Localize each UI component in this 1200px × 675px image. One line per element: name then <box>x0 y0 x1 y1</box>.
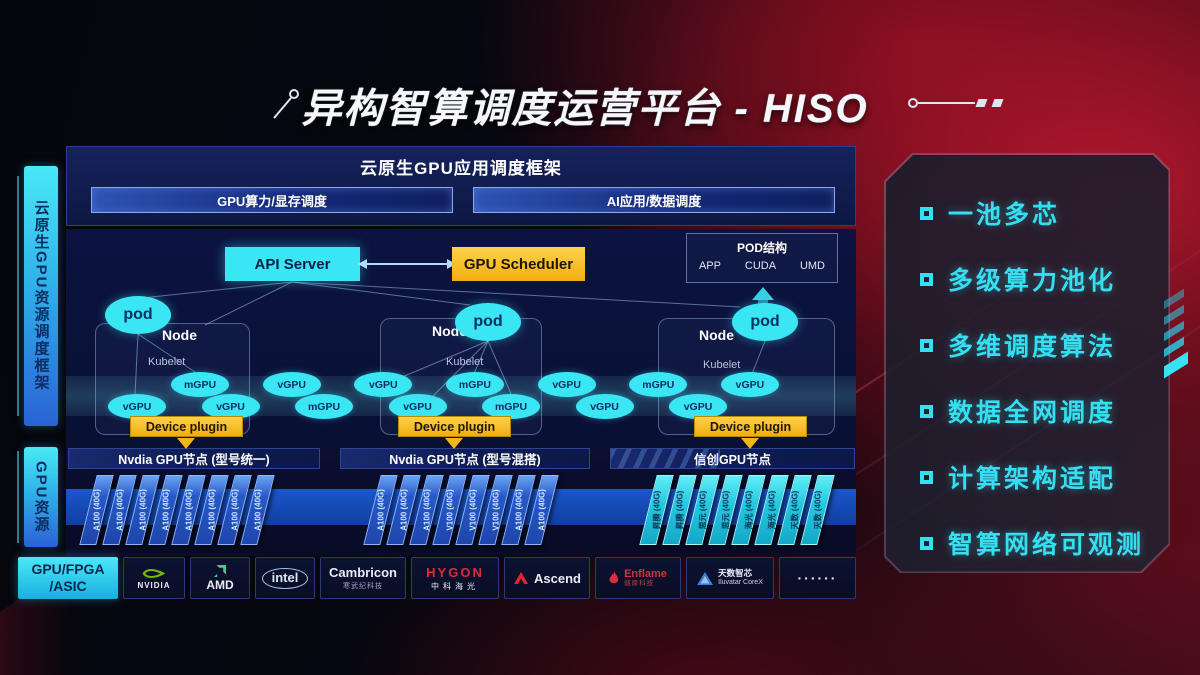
sidebar-label-text: GPU资源 <box>32 460 50 534</box>
device-plugin-box: Device plugin <box>398 416 511 437</box>
feature-item: 数据全网调度 <box>920 393 1144 429</box>
pod-structure-items: APP CUDA UMD <box>687 260 837 272</box>
vendor-tile-amd: AMD <box>190 557 250 599</box>
hazard-stripes-decoration <box>1164 288 1188 379</box>
feature-item: 多级算力池化 <box>920 261 1144 297</box>
amd-arrow-icon <box>214 564 226 577</box>
checkbox-bullet-icon <box>920 273 933 286</box>
gpu-ellipse: mGPU <box>295 394 353 419</box>
circuit-decoration-left <box>273 89 299 119</box>
gpu-ellipse: vGPU <box>388 394 447 419</box>
vendor-tile-hygon: HYGON 中科海光 <box>411 557 499 599</box>
gpu-ellipse-row-lower: vGPU vGPU mGPU vGPU mGPU vGPU vGPU <box>108 394 727 419</box>
feature-list: 一池多芯 多级算力池化 多维调度算法 数据全网调度 计算架构适配 智算网络可观测 <box>920 195 1144 561</box>
kubelet-label: Kubelet <box>703 359 741 371</box>
pod-structure-item: CUDA <box>744 260 777 272</box>
iluvatar-triangle-icon <box>697 571 714 585</box>
gpu-ellipse-row-upper: mGPU vGPU vGPU mGPU vGPU mGPU vGPU <box>171 372 779 397</box>
pod-ellipse: pod <box>732 303 798 341</box>
gpu-ellipse: vGPU <box>108 394 166 419</box>
feature-item: 一池多芯 <box>920 195 1144 231</box>
hardware-vendor-row: GPU/FPGA /ASIC NVIDIA AMD intel Cambrico… <box>18 557 856 599</box>
node-label: Node <box>699 327 734 343</box>
gpu-ellipse: vGPU <box>537 372 596 397</box>
feature-item: 智算网络可观测 <box>920 525 1144 561</box>
enflame-flame-icon <box>609 570 619 584</box>
sidebar-label-gpu-resource: GPU资源 <box>17 447 58 547</box>
feature-panel: 一池多芯 多级算力池化 多维调度算法 数据全网调度 计算架构适配 智算网络可观测 <box>884 153 1170 573</box>
gpu-card-group-2: A100 (40G) A100 (40G) A100 (40G) V100 (4… <box>363 475 559 545</box>
vendor-tile-nvidia: NVIDIA <box>123 557 185 599</box>
intel-oval-icon: intel <box>261 567 309 589</box>
gpu-ellipse: mGPU <box>629 372 688 397</box>
bidirectional-arrow-icon <box>358 259 456 269</box>
gpu-node-header-mixed: Nvdia GPU节点 (型号混搭) <box>340 448 590 469</box>
checkbox-bullet-icon <box>920 405 933 418</box>
gpu-card-group-1: A100 (40G) A100 (40G) A100 (40G) A100 (4… <box>79 475 275 545</box>
vendor-tile-enflame: Enflame 燧原科技 <box>595 557 681 599</box>
ellipsis-icon: ······ <box>797 570 838 586</box>
checkbox-bullet-icon <box>920 339 933 352</box>
gpu-ellipse: vGPU <box>201 394 260 419</box>
checkbox-bullet-icon <box>920 207 933 220</box>
gpu-ellipse: mGPU <box>482 394 540 419</box>
gpu-scheduler-box: GPU Scheduler <box>452 247 585 281</box>
down-arrow-icon <box>445 438 463 449</box>
gpu-card-group-3: 昇腾 (40G) 昇腾 (40G) 思元 (40G) 思元 (40G) 海光 (… <box>639 475 835 545</box>
pod-ellipse: pod <box>105 296 171 334</box>
circuit-decoration-right <box>908 98 1004 108</box>
page-title: 异构智算调度运营平台 - HISO <box>301 87 869 131</box>
pod-structure-title: POD结构 <box>736 241 787 255</box>
vendor-tile-iluvatar: 天数智芯 Iluvatar CoreX <box>686 557 774 599</box>
pod-ellipse: pod <box>455 303 521 341</box>
gpu-ellipse: vGPU <box>354 372 413 397</box>
device-plugin-box: Device plugin <box>694 416 807 437</box>
down-arrow-icon <box>177 438 195 449</box>
kubelet-label: Kubelet <box>446 356 484 368</box>
framework-title: 云原生GPU应用调度框架 <box>360 159 562 178</box>
feature-item: 计算架构适配 <box>920 459 1144 495</box>
down-arrow-icon <box>741 438 759 449</box>
nvidia-eye-icon <box>142 568 166 578</box>
ascend-triangle-icon <box>514 572 529 584</box>
node-label: Node <box>162 327 197 343</box>
pod-structure-item: UMD <box>799 260 826 272</box>
pod-structure-arrow-icon <box>752 287 774 309</box>
gpu-node-header-uniform: Nvdia GPU节点 (型号统一) <box>68 448 320 469</box>
pod-structure-item: APP <box>698 260 721 272</box>
vendor-tile-intel: intel <box>255 557 315 599</box>
kubelet-label: Kubelet <box>148 356 186 368</box>
gpu-ellipse: vGPU <box>575 394 634 419</box>
sidebar-label-scheduling-framework: 云原生GPU资源调度框架 <box>17 166 58 426</box>
checkbox-bullet-icon <box>920 537 933 550</box>
hardware-category-box: GPU/FPGA /ASIC <box>18 557 118 599</box>
checkbox-bullet-icon <box>920 471 933 484</box>
feature-item: 多维调度算法 <box>920 327 1144 363</box>
gpu-ellipse: vGPU <box>720 372 779 397</box>
pod-structure-box: POD结构 APP CUDA UMD <box>686 233 838 283</box>
api-server-box: API Server <box>225 247 360 281</box>
ai-app-data-scheduling-bar: AI应用/数据调度 <box>473 187 835 213</box>
device-plugin-box: Device plugin <box>130 416 243 437</box>
gpu-ellipse: mGPU <box>171 372 229 397</box>
gpu-compute-memory-scheduling-bar: GPU算力/显存调度 <box>91 187 453 213</box>
vendor-tile-cambricon: Cambricon 寒武纪科技 <box>320 557 406 599</box>
gpu-ellipse: vGPU <box>669 394 727 419</box>
vendor-tile-more: ······ <box>779 557 856 599</box>
sidebar-label-text: 云原生GPU资源调度框架 <box>32 200 50 392</box>
vendor-tile-ascend: Ascend <box>504 557 590 599</box>
gpu-node-header-xinchuang: 信创GPU节点 <box>610 448 855 469</box>
gpu-ellipse: vGPU <box>262 372 321 397</box>
app-scheduling-framework-panel: 云原生GPU应用调度框架 GPU算力/显存调度 AI应用/数据调度 <box>66 146 856 226</box>
